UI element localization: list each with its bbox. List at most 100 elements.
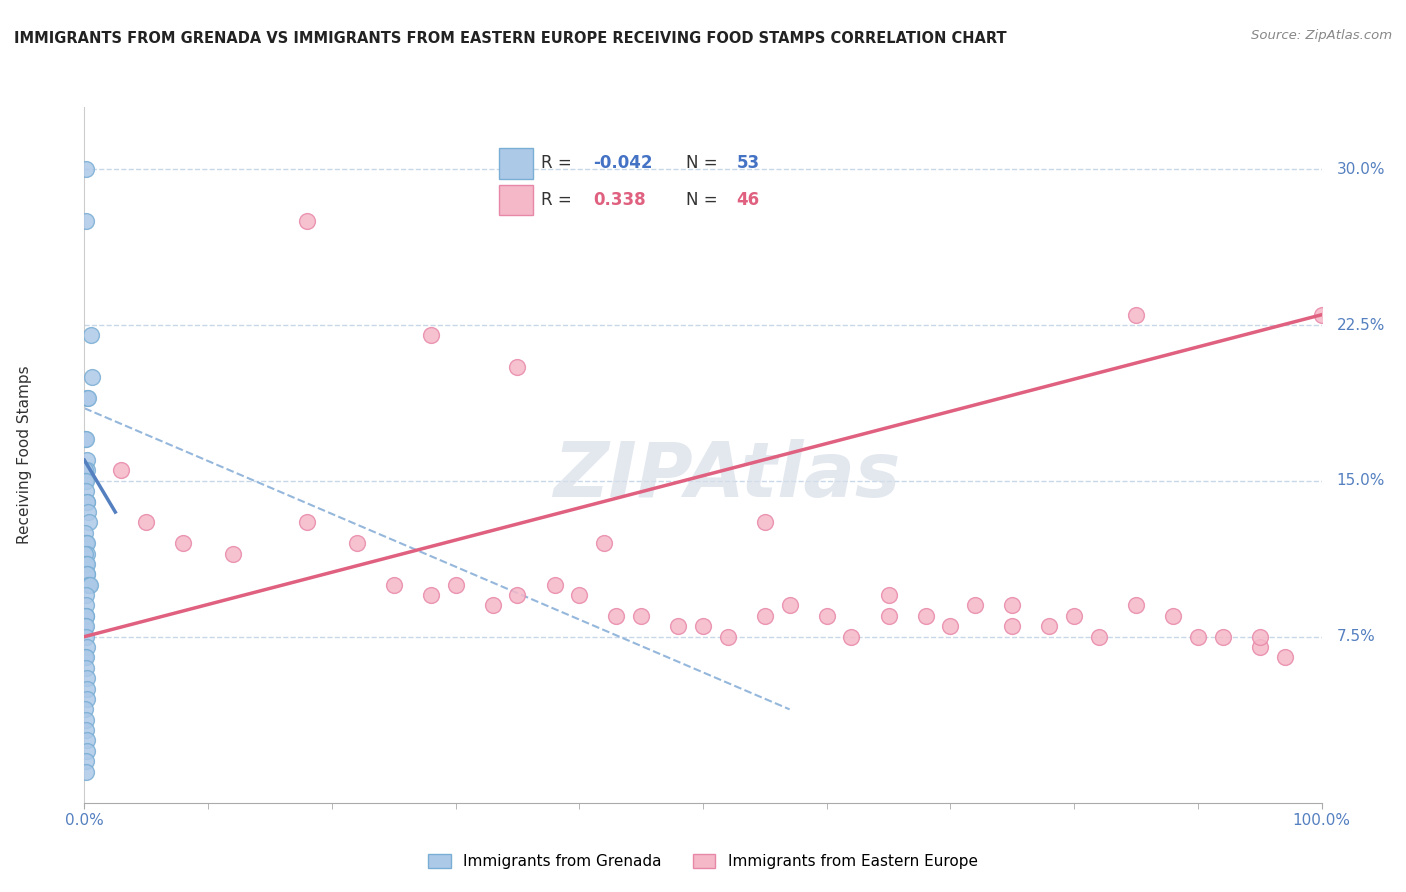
Point — [506, 588, 529, 602]
Text: N =: N = — [686, 154, 723, 172]
Point — [481, 599, 503, 613]
Point — [76, 494, 98, 508]
Point — [75, 619, 97, 633]
Point — [79, 328, 101, 343]
Point — [75, 619, 97, 633]
Point — [605, 608, 627, 623]
Point — [77, 391, 100, 405]
Point — [75, 588, 97, 602]
Point — [76, 547, 98, 561]
Point — [1063, 608, 1085, 623]
Point — [295, 516, 318, 530]
Text: R =: R = — [541, 191, 576, 210]
Point — [382, 578, 405, 592]
Point — [76, 692, 98, 706]
Point — [815, 608, 838, 623]
Point — [76, 733, 98, 747]
Point — [75, 484, 97, 499]
Point — [76, 536, 98, 550]
Point — [75, 608, 97, 623]
Point — [75, 557, 97, 571]
Text: 7.5%: 7.5% — [1337, 629, 1375, 644]
Text: Receiving Food Stamps: Receiving Food Stamps — [17, 366, 32, 544]
Point — [75, 702, 97, 716]
Point — [914, 608, 936, 623]
Text: 22.5%: 22.5% — [1337, 318, 1385, 333]
Point — [666, 619, 689, 633]
Point — [1187, 630, 1209, 644]
Point — [841, 630, 863, 644]
Point — [1249, 630, 1271, 644]
Text: ZIPAtlas: ZIPAtlas — [554, 439, 901, 513]
Point — [1001, 599, 1024, 613]
Text: -0.042: -0.042 — [593, 154, 652, 172]
Point — [1212, 630, 1234, 644]
Text: 53: 53 — [737, 154, 759, 172]
Point — [877, 608, 900, 623]
Legend: Immigrants from Grenada, Immigrants from Eastern Europe: Immigrants from Grenada, Immigrants from… — [422, 848, 984, 875]
Point — [75, 713, 97, 727]
Point — [76, 494, 98, 508]
Point — [75, 608, 97, 623]
Point — [76, 578, 98, 592]
Point — [444, 578, 467, 592]
Point — [593, 536, 616, 550]
Bar — [499, 185, 533, 216]
Point — [135, 516, 157, 530]
Point — [568, 588, 591, 602]
Point — [75, 630, 97, 644]
Point — [222, 547, 245, 561]
Point — [543, 578, 565, 592]
Bar — [499, 148, 533, 178]
Point — [75, 433, 97, 447]
Point — [75, 599, 97, 613]
Point — [754, 608, 776, 623]
Point — [75, 536, 97, 550]
Point — [75, 547, 97, 561]
Point — [75, 754, 97, 768]
Point — [877, 588, 900, 602]
Point — [75, 433, 97, 447]
Point — [939, 619, 962, 633]
Point — [1310, 308, 1333, 322]
Point — [419, 328, 441, 343]
Text: 46: 46 — [737, 191, 759, 210]
Point — [1088, 630, 1111, 644]
Point — [1038, 619, 1060, 633]
Point — [75, 463, 97, 477]
Text: 0.338: 0.338 — [593, 191, 645, 210]
Text: N =: N = — [686, 191, 723, 210]
Point — [75, 474, 97, 488]
Point — [630, 608, 652, 623]
Point — [76, 453, 98, 467]
Text: 30.0%: 30.0% — [1337, 161, 1385, 177]
Point — [779, 599, 801, 613]
Point — [1249, 640, 1271, 654]
Point — [75, 474, 97, 488]
Point — [76, 391, 98, 405]
Point — [1274, 650, 1296, 665]
Point — [1125, 308, 1147, 322]
Point — [1001, 619, 1024, 633]
Point — [75, 661, 97, 675]
Point — [419, 588, 441, 602]
Point — [76, 567, 98, 582]
Point — [75, 162, 97, 177]
Point — [295, 214, 318, 228]
Point — [80, 370, 103, 384]
Point — [75, 650, 97, 665]
Point — [76, 671, 98, 685]
Point — [75, 723, 97, 738]
Point — [75, 536, 97, 550]
Point — [110, 463, 132, 477]
Text: 15.0%: 15.0% — [1337, 474, 1385, 489]
Point — [75, 525, 97, 540]
Point — [717, 630, 740, 644]
Point — [1161, 608, 1184, 623]
Point — [346, 536, 368, 550]
Point — [77, 578, 100, 592]
Point — [79, 578, 101, 592]
Point — [79, 516, 101, 530]
Point — [75, 557, 97, 571]
Point — [77, 505, 100, 519]
